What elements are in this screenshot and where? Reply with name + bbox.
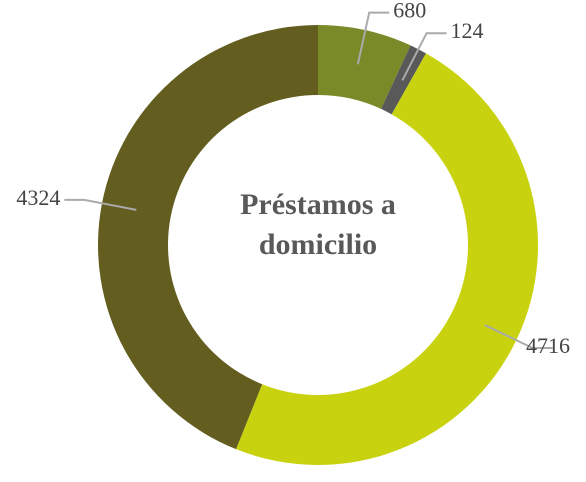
donut-slice bbox=[318, 25, 411, 109]
leader-line bbox=[401, 32, 447, 81]
donut-slice bbox=[236, 53, 538, 465]
data-label: 124 bbox=[451, 18, 484, 43]
data-label: 4324 bbox=[16, 185, 60, 210]
leader-line bbox=[356, 11, 390, 65]
data-label: 4716 bbox=[526, 333, 570, 358]
donut-slice bbox=[98, 25, 318, 450]
data-label: 680 bbox=[393, 0, 426, 23]
leader-line bbox=[64, 198, 137, 211]
leader-line bbox=[484, 324, 553, 349]
chart-title: Préstamos a domicilio bbox=[240, 188, 396, 261]
